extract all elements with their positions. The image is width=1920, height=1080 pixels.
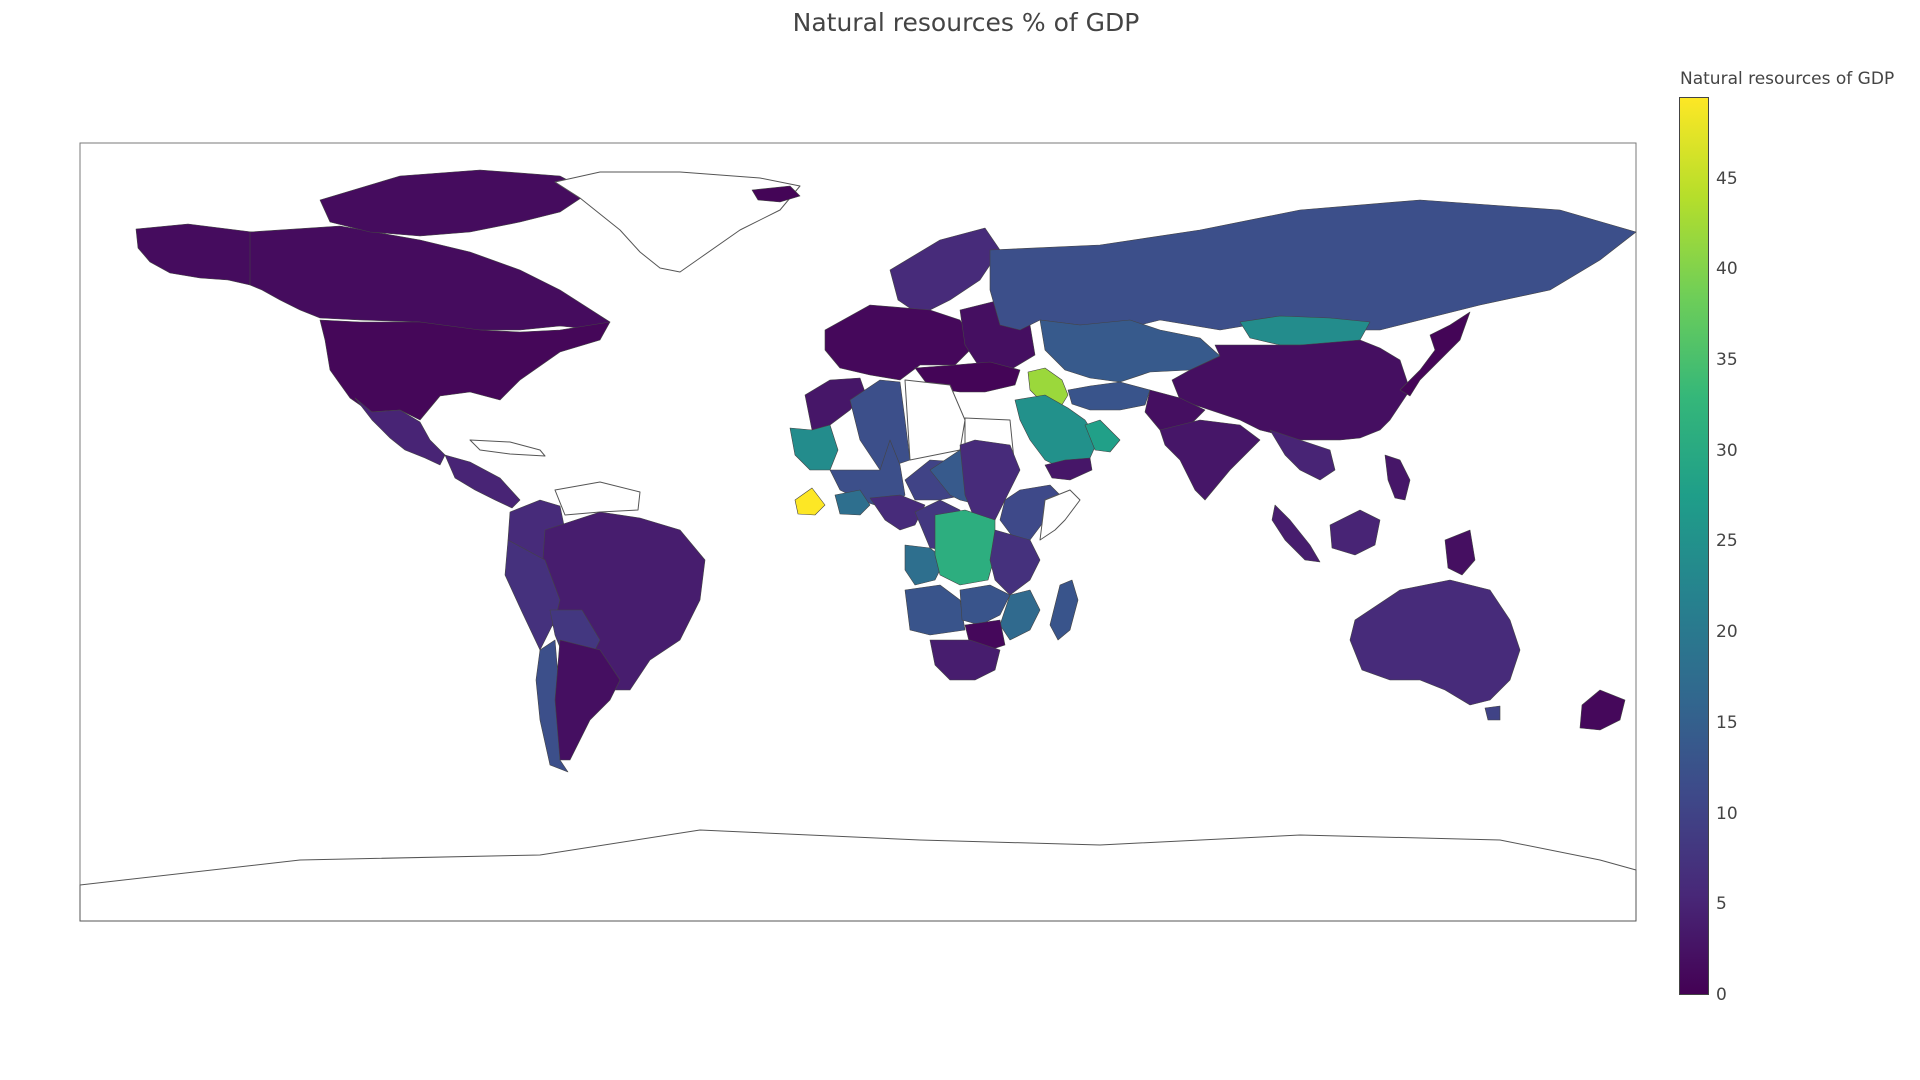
region-nigeria[interactable]: Nigeria: 6	[869, 494, 926, 531]
region-libya[interactable]: Libya	[904, 379, 966, 461]
region-yemen[interactable]: Yemen: 3	[1044, 457, 1093, 481]
region-australia[interactable]: Australia: 6	[1349, 579, 1521, 706]
region-greenland[interactable]: Greenland	[554, 171, 801, 273]
region-iceland[interactable]: Iceland: 0.5	[751, 185, 801, 203]
colorbar	[1679, 97, 1709, 995]
region-sumatra[interactable]: Sumatra: 4	[1271, 504, 1321, 563]
regions-layer: Alaska (USA): 1.5Canada: 1.5Canadian Arc…	[79, 169, 1637, 922]
region-india[interactable]: India: 3	[1159, 419, 1261, 501]
region-dr-congo[interactable]: DR Congo: 31	[934, 509, 996, 586]
region-mauritania[interactable]: Mauritania: 24	[789, 424, 839, 471]
region-southeast-asia[interactable]: Southeast Asia: 5	[1269, 429, 1336, 481]
region-tanzania[interactable]: Tanzania: 7	[989, 529, 1041, 596]
region-mexico[interactable]: Mexico: 5	[354, 397, 446, 466]
colorbar-tick-label: 25	[1716, 531, 1738, 552]
region-angola[interactable]: Angola: 13	[904, 584, 966, 636]
region-southern-africa[interactable]: Southern Africa: 4	[929, 639, 1001, 681]
region-argentina[interactable]: Argentina: 2	[554, 639, 621, 761]
region-china[interactable]: China: 2	[1171, 339, 1411, 441]
colorbar-tick-label: 30	[1716, 440, 1738, 461]
colorbar-tick-label: 5	[1716, 894, 1727, 915]
colorbar-tick-label: 35	[1716, 350, 1738, 371]
region-philippines[interactable]: Philippines: 3	[1384, 454, 1411, 501]
region-madagascar[interactable]: Madagascar: 13	[1049, 579, 1079, 641]
region-central-america[interactable]: Central America: 5	[444, 454, 521, 509]
region-algeria[interactable]: Algeria: 12	[849, 379, 911, 471]
region-zambia[interactable]: Zambia: 13	[959, 584, 1011, 626]
chart-title: Natural resources % of GDP	[792, 8, 1140, 37]
region-oman[interactable]: Oman: 28	[1084, 419, 1121, 453]
colorbar-tick-label: 0	[1716, 985, 1727, 1005]
region-liberia[interactable]: Liberia: 49.5	[794, 487, 826, 516]
region-western-europe[interactable]: Western Europe: 1	[824, 304, 976, 381]
region-somalia[interactable]: Somalia	[1039, 489, 1081, 541]
region-scandinavia[interactable]: Scandinavia: 6	[889, 227, 1001, 316]
colorbar-title: Natural resources of GDP	[1680, 69, 1895, 89]
region-venezuela[interactable]: Venezuela	[554, 481, 641, 516]
region-borneo[interactable]: Borneo: 5	[1329, 509, 1381, 556]
colorbar-tick-label: 15	[1716, 712, 1738, 733]
region-alaska-usa[interactable]: Alaska (USA): 1.5	[135, 223, 253, 286]
region-canada[interactable]: Canada: 1.5	[249, 225, 611, 331]
colorbar-tick-label: 45	[1716, 168, 1738, 189]
colorbar-tick-label: 10	[1716, 803, 1738, 824]
region-peru[interactable]: Peru: 7	[504, 539, 561, 651]
region-tasmania[interactable]: Tasmania: 10	[1484, 705, 1501, 721]
region-canadian-arctic-islands[interactable]: Canadian Arctic Islands: 1.5	[319, 169, 591, 237]
region-russia[interactable]: Russia: 12	[989, 199, 1637, 331]
region-ghana[interactable]: Ghana: 18	[834, 489, 871, 516]
region-new-zealand[interactable]: New Zealand: 1	[1579, 689, 1626, 731]
region-antarctica[interactable]: Antarctica	[79, 829, 1637, 922]
region-cuba[interactable]: Cuba	[469, 439, 546, 457]
region-papua-new-guinea[interactable]: Papua New Guinea: 2	[1444, 529, 1476, 576]
region-iran[interactable]: Iran: 13	[1067, 381, 1151, 411]
colorbar-tick-label: 40	[1716, 259, 1738, 280]
colorbar-tick-label: 20	[1716, 622, 1738, 643]
region-japan[interactable]: Japan: 0.5	[1399, 311, 1471, 397]
region-united-states[interactable]: United States: 0.8	[319, 319, 611, 421]
